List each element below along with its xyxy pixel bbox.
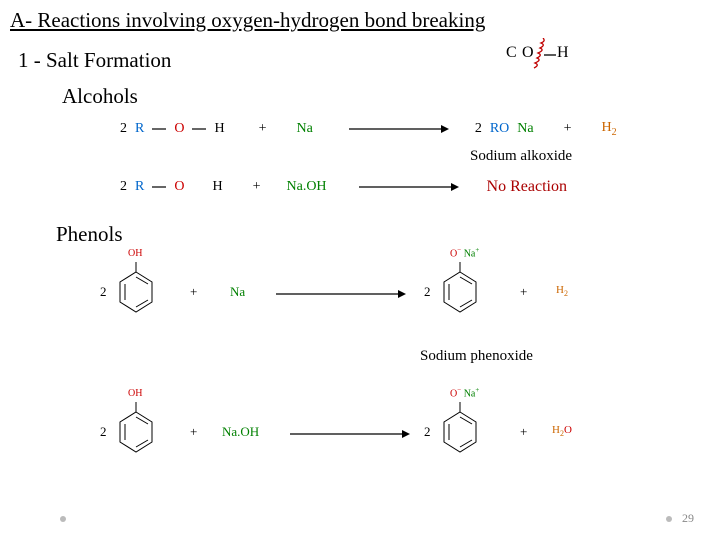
plus-sign-2: + (520, 424, 527, 440)
benzene-ona (438, 262, 482, 318)
co-o: O (522, 44, 534, 62)
r-group: R (135, 179, 144, 195)
subtitle-salt-formation: 1 - Salt Formation (18, 48, 171, 73)
annotation-sodium-alkoxide: Sodium alkoxide (470, 148, 572, 165)
h2: H2 (602, 120, 617, 138)
coef-2b: 2 (424, 284, 431, 300)
naoh: Na.OH (222, 424, 259, 440)
bond-line (152, 180, 166, 194)
bond-line (152, 122, 166, 136)
reaction-alcohol-na: 2 R O H + Na 2 RO Na + H2 (120, 120, 617, 138)
h2o: H2O (552, 424, 572, 438)
footer-bullet-left (60, 516, 66, 522)
footer-bullet-right (666, 516, 672, 522)
section-alcohols: Alcohols (62, 84, 138, 109)
sodium-2: Na (517, 121, 533, 137)
o-neg-na-pos: O− Na+ (450, 246, 479, 259)
coef-2: 2 (120, 121, 127, 137)
sodium: Na (297, 121, 313, 137)
page-title: A- Reactions involving oxygen-hydrogen b… (10, 8, 485, 33)
section-phenols: Phenols (56, 222, 123, 247)
plus-sign: + (253, 179, 261, 195)
reaction-phenol-naoh: 2 OH + Na.OH 2 O− Na+ + H2O (100, 390, 660, 470)
benzene-oh (114, 402, 158, 458)
co-h: H (557, 44, 569, 62)
benzene-oh (114, 262, 158, 318)
hydrogen: H (214, 121, 224, 137)
coef-2: 2 (100, 284, 107, 300)
reaction-arrow (359, 180, 459, 194)
oh-label: OH (128, 248, 142, 259)
reaction-arrow (276, 288, 406, 300)
reaction-arrow (290, 428, 410, 440)
reaction-phenol-na: 2 OH + Na 2 O− Na+ + H2 (100, 250, 660, 330)
bond-line (192, 122, 206, 136)
coef-2b: 2 (475, 121, 482, 137)
plus-sign: + (190, 284, 197, 300)
ro-group: RO (490, 121, 509, 137)
annotation-sodium-phenoxide: Sodium phenoxide (420, 348, 533, 365)
plus-sign-2: + (564, 121, 572, 137)
plus-sign-2: + (520, 284, 527, 300)
co-bond-diagram: C O H (500, 38, 575, 72)
oh-label: OH (128, 388, 142, 399)
coef-2: 2 (120, 179, 127, 195)
coef-2b: 2 (424, 424, 431, 440)
benzene-ona (438, 402, 482, 458)
sodium: Na (230, 284, 245, 300)
coef-2: 2 (100, 424, 107, 440)
oxygen: O (174, 179, 184, 195)
oxygen: O (174, 121, 184, 137)
reaction-arrow (349, 122, 449, 136)
h2: H2 (556, 284, 568, 298)
hydrogen: H (212, 179, 222, 195)
no-reaction: No Reaction (487, 178, 567, 196)
plus-sign: + (259, 121, 267, 137)
reaction-alcohol-naoh: 2 R O H + Na.OH No Reaction (120, 178, 567, 196)
co-c: C (506, 44, 517, 62)
naoh: Na.OH (287, 179, 327, 195)
r-group: R (135, 121, 144, 137)
o-neg-na-pos: O− Na+ (450, 386, 479, 399)
page-number: 29 (682, 511, 694, 526)
plus-sign: + (190, 424, 197, 440)
